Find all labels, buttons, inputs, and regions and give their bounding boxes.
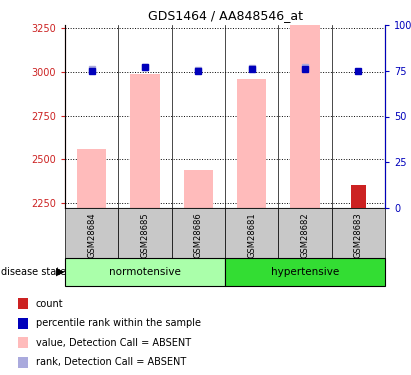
Text: GSM28686: GSM28686: [194, 212, 203, 258]
Bar: [290, 25, 320, 208]
Bar: [18, 338, 28, 348]
Bar: [118, 208, 172, 258]
Text: value, Detection Call = ABSENT: value, Detection Call = ABSENT: [36, 338, 191, 348]
Text: GSM28685: GSM28685: [141, 212, 150, 258]
Bar: [351, 185, 366, 208]
Text: GSM28684: GSM28684: [87, 212, 96, 258]
Title: GDS1464 / AA848546_at: GDS1464 / AA848546_at: [148, 9, 302, 22]
Text: ▶: ▶: [55, 267, 64, 277]
Bar: [18, 357, 28, 368]
Bar: [225, 258, 385, 286]
Bar: [278, 208, 332, 258]
Text: GSM28683: GSM28683: [354, 212, 363, 258]
Bar: [184, 170, 213, 208]
Bar: [77, 149, 106, 208]
Bar: [172, 208, 225, 258]
Bar: [18, 318, 28, 328]
Bar: [237, 79, 266, 208]
Text: percentile rank within the sample: percentile rank within the sample: [36, 318, 201, 328]
Bar: [18, 298, 28, 309]
Text: rank, Detection Call = ABSENT: rank, Detection Call = ABSENT: [36, 357, 186, 367]
Text: GSM28682: GSM28682: [300, 212, 309, 258]
Text: GSM28681: GSM28681: [247, 212, 256, 258]
Bar: [65, 258, 225, 286]
Text: disease state: disease state: [1, 267, 66, 277]
Bar: [65, 208, 118, 258]
Bar: [225, 208, 278, 258]
Bar: [332, 208, 385, 258]
Bar: [130, 74, 159, 208]
Text: count: count: [36, 299, 63, 309]
Text: normotensive: normotensive: [109, 267, 181, 277]
Text: hypertensive: hypertensive: [271, 267, 339, 277]
